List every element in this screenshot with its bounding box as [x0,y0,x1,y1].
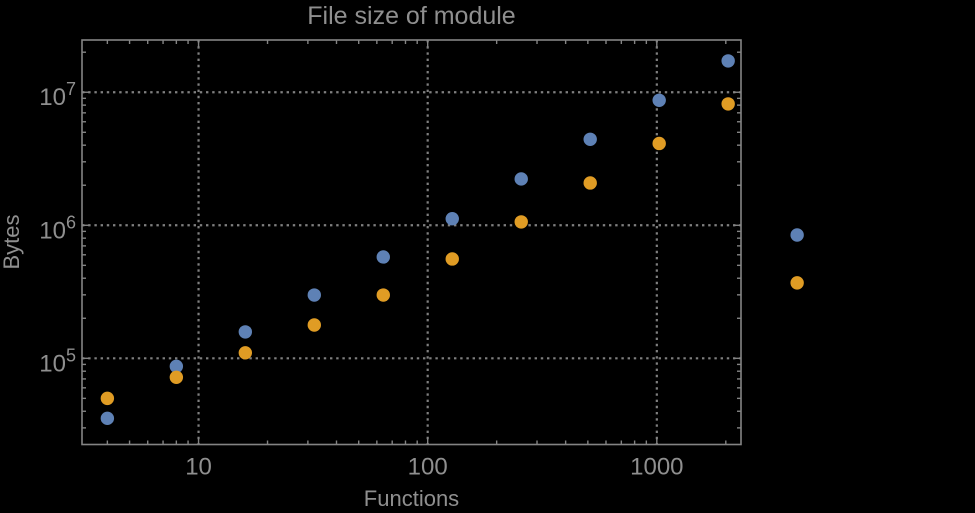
data-point-orange-x512 [583,176,597,190]
data-point-orange-x256 [514,215,528,229]
y-tick-label-10e5: 105 [39,345,76,377]
data-point-orange-x1024 [652,136,666,151]
data-point-orange-x4096 [790,276,804,290]
data-point-blue-x512 [583,132,597,146]
data-point-orange-x128 [445,252,459,266]
data-point-blue-x4 [100,411,115,426]
data-point-blue-x256 [514,172,528,186]
data-point-blue-x32 [307,288,321,302]
data-point-blue-x2048 [721,54,735,68]
data-point-orange-x16 [238,346,253,360]
data-point-blue-x8 [169,359,184,374]
data-point-orange-x4 [100,391,115,406]
data-point-blue-x1024 [652,93,666,107]
data-point-blue-x4096 [790,228,804,242]
chart-title: File size of module [307,2,516,30]
data-point-orange-x32 [307,318,321,332]
data-point-orange-x64 [376,288,390,302]
data-point-blue-x64 [376,250,390,264]
data-point-blue-x128 [445,212,459,226]
data-point-orange-x8 [169,370,184,384]
y-tick-label-10e7: 107 [39,79,76,111]
data-point-orange-x2048 [721,97,735,111]
x-tick-label-10: 10 [185,454,212,481]
data-point-blue-x16 [238,325,253,339]
x-tick-label-1000: 1000 [630,454,683,481]
plot-frame [81,39,742,446]
x-tick-label-100: 100 [408,454,448,481]
y-tick-label-10e6: 106 [39,212,76,244]
x-axis-label: Functions [363,486,460,511]
